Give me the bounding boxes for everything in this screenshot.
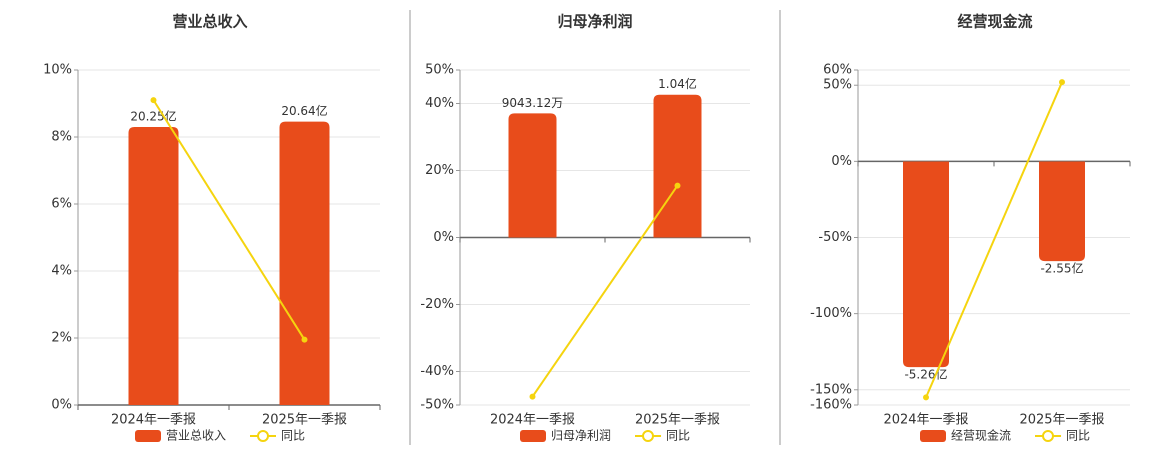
y-tick-label: 8% [51, 130, 72, 145]
x-tick-label: 2024年一季报 [883, 413, 968, 428]
y-tick-label: 20% [425, 163, 454, 178]
y-tick-label: -40% [420, 364, 454, 379]
legend-swatch [135, 430, 161, 442]
chart-title: 营业总收入 [172, 13, 247, 31]
x-tick-label: 2024年一季报 [490, 413, 575, 428]
line-point [301, 336, 308, 343]
line-point [529, 393, 536, 400]
chart-title: 归母净利润 [557, 13, 632, 31]
y-tick-label: 4% [51, 264, 72, 279]
legend-label: 同比 [666, 429, 690, 443]
y-tick-label: 2% [51, 331, 72, 346]
legend-swatch [920, 430, 946, 442]
y-tick-label: -100% [810, 306, 852, 321]
legend-swatch [520, 430, 546, 442]
bar [903, 161, 949, 368]
y-tick-label: -160% [810, 398, 852, 413]
y-tick-label: -50% [420, 398, 454, 413]
y-tick-label: 50% [823, 78, 852, 93]
legend-marker [257, 430, 269, 442]
line-point [150, 97, 157, 104]
legend-label: 同比 [1066, 429, 1090, 443]
y-tick-label: -20% [420, 297, 454, 312]
x-tick-label: 2024年一季报 [111, 413, 196, 428]
x-tick-label: 2025年一季报 [635, 413, 720, 428]
y-tick-label: 0% [51, 398, 72, 413]
value-label: -5.26亿 [904, 367, 947, 382]
y-tick-label: 10% [43, 63, 72, 78]
bar [279, 121, 330, 405]
y-tick-label: 60% [823, 63, 852, 78]
chart-title: 经营现金流 [957, 13, 1032, 31]
value-label: 9043.12万 [502, 96, 564, 110]
line-point [923, 394, 929, 401]
line [152, 99, 306, 341]
line-point [674, 182, 681, 189]
legend-marker [1042, 430, 1054, 442]
legend-label: 同比 [281, 429, 305, 443]
line-point [1059, 79, 1065, 86]
y-tick-label: -150% [810, 382, 852, 397]
y-tick-label: 0% [831, 154, 852, 169]
bar [508, 113, 557, 238]
line [925, 81, 1063, 398]
bar [653, 94, 702, 238]
y-tick-label: 0% [433, 230, 454, 245]
bar [1039, 161, 1085, 262]
legend-label: 归母净利润 [551, 429, 611, 443]
value-label: 20.25亿 [130, 108, 176, 123]
bar [128, 126, 179, 405]
value-label: 1.04亿 [658, 76, 697, 91]
value-label: 20.64亿 [281, 103, 327, 118]
value-label: -2.55亿 [1040, 261, 1083, 276]
legend-marker [642, 430, 654, 442]
line [531, 185, 679, 398]
legend-label: 营业总收入 [166, 429, 226, 443]
y-tick-label: 50% [425, 63, 454, 78]
y-tick-label: 6% [51, 197, 72, 212]
x-tick-label: 2025年一季报 [262, 413, 347, 428]
y-tick-label: -50% [818, 230, 852, 245]
y-tick-label: 40% [425, 96, 454, 111]
x-tick-label: 2025年一季报 [1019, 413, 1104, 428]
legend-label: 经营现金流 [951, 428, 1011, 443]
